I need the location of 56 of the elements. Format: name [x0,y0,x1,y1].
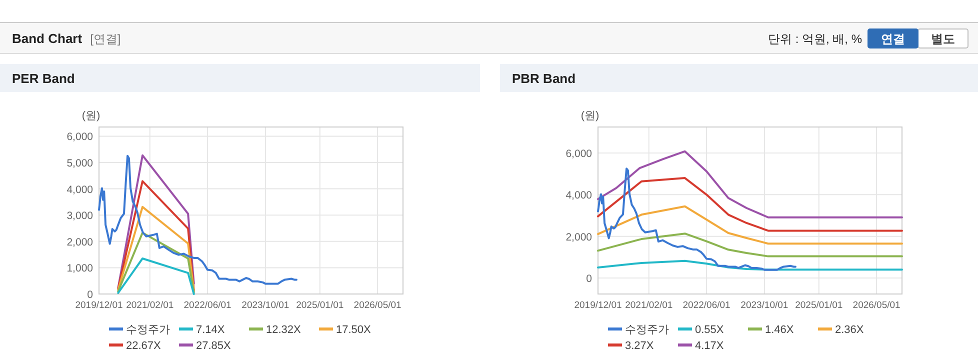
y-axis-title: (원) [82,110,100,122]
x-tick-label: 2021/02/01 [625,300,673,311]
y-tick-label: 0 [87,289,94,301]
legend-label: 7.14X [196,324,226,336]
y-tick-label: 5,000 [66,158,94,170]
x-tick-label: 2023/10/01 [740,300,788,311]
legend-label: 3.27X [625,340,654,352]
legend-label: 2.36X [835,324,864,336]
line-series [117,154,195,289]
text: [연결] [90,32,121,46]
x-tick-label: 2021/02/01 [126,300,174,311]
x-tick-label: 2026/05/01 [354,300,402,311]
line-series [117,180,195,292]
line-series [117,232,195,294]
line-series [597,232,903,258]
x-tick-label: 2019/12/01 [75,300,123,311]
text: 연결 [881,32,905,46]
line-series [597,205,903,245]
text: Band Chart [12,31,83,46]
legend-label: 17.50X [336,324,372,336]
y-tick-label: 3,000 [66,210,94,222]
x-tick-label: 2022/06/01 [682,300,730,311]
text: 별도 [931,32,955,46]
line-series [597,150,903,218]
x-tick-label: 2025/01/01 [795,300,843,311]
y-tick-label: 2,000 [566,231,592,244]
line-series [597,260,903,271]
x-tick-label: 2023/10/01 [242,300,290,311]
legend-label: 수정주가 [625,324,669,336]
chart-title: PER Band [12,71,75,86]
chart-title: PBR Band [512,71,576,86]
text: 단위 : 억원, 배, % [768,32,862,46]
legend-label: 1.46X [765,324,794,336]
y-tick-label: 2,000 [66,236,94,248]
line-series [117,258,195,295]
legend-label: 0.55X [695,324,724,336]
y-tick-label: 4,000 [66,184,94,196]
y-tick-label: 4,000 [566,190,592,202]
x-tick-label: 2022/06/01 [184,300,232,311]
x-tick-label: 2025/01/01 [296,300,344,311]
y-axis-title: (원) [580,110,600,122]
y-tick-label: 0 [586,272,592,285]
x-tick-label: 2019/12/01 [574,300,622,311]
y-tick-label: 1,000 [66,262,94,275]
y-tick-label: 6,000 [66,131,94,144]
x-tick-label: 2026/05/01 [852,300,900,311]
line-series [117,206,195,292]
legend-label: 4.17X [695,340,724,352]
line-series [597,177,903,232]
legend-label: 12.32X [266,324,302,336]
legend-label: 수정주가 [126,324,170,336]
y-tick-label: 6,000 [566,148,592,160]
line-series [98,154,298,285]
legend-label: 22.67X [126,340,162,352]
legend-label: 27.85X [196,340,232,352]
line-series [597,168,796,271]
